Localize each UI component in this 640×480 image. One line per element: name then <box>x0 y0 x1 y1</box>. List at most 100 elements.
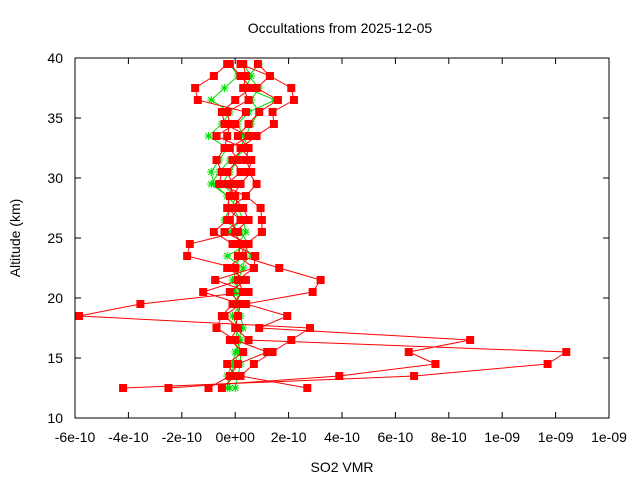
data-point-square <box>209 72 218 80</box>
data-point-square <box>244 132 253 140</box>
data-point-square <box>183 252 192 260</box>
data-point-square <box>268 348 277 356</box>
data-point-star <box>239 324 248 332</box>
data-point-square <box>466 336 475 344</box>
x-tick-label: 4e-10 <box>324 429 360 445</box>
data-point-square <box>215 180 224 188</box>
data-point-square <box>223 168 232 176</box>
data-point-star <box>207 180 216 188</box>
data-point-star <box>228 312 237 320</box>
data-point-square <box>220 228 229 236</box>
data-point-star <box>225 228 234 236</box>
data-point-square <box>244 288 253 296</box>
data-point-square <box>335 372 344 380</box>
data-point-square <box>239 204 248 212</box>
data-point-square <box>256 204 265 212</box>
data-point-square <box>257 216 266 224</box>
data-point-square <box>252 132 261 140</box>
data-point-square <box>193 96 202 104</box>
data-point-square <box>239 84 248 92</box>
data-point-square <box>404 348 413 356</box>
x-tick-label: 6e-10 <box>377 429 413 445</box>
data-point-square <box>236 144 245 152</box>
data-point-square <box>249 264 258 272</box>
data-point-square <box>231 336 240 344</box>
data-point-square <box>75 312 84 320</box>
data-point-star <box>241 228 250 236</box>
data-point-square <box>212 132 221 140</box>
data-point-square <box>220 144 229 152</box>
data-point-square <box>225 60 234 68</box>
data-point-square <box>212 324 221 332</box>
plot-border <box>74 57 610 419</box>
data-point-square <box>223 216 232 224</box>
data-point-square <box>225 144 234 152</box>
x-tick-label: 1e-09 <box>591 429 627 445</box>
data-point-square <box>220 312 229 320</box>
data-point-star <box>228 360 237 368</box>
data-point-square <box>223 360 232 368</box>
data-point-square <box>236 300 245 308</box>
data-point-square <box>275 264 284 272</box>
data-point-square <box>136 300 145 308</box>
data-point-square <box>303 384 312 392</box>
data-point-square <box>289 96 298 104</box>
data-point-square <box>252 180 261 188</box>
data-point-square <box>255 324 264 332</box>
data-point-square <box>212 156 221 164</box>
data-point-square <box>562 348 571 356</box>
data-point-square <box>233 324 242 332</box>
data-point-square <box>253 60 262 68</box>
data-point-star <box>239 132 248 140</box>
series-line <box>208 63 279 389</box>
data-point-square <box>225 336 234 344</box>
data-point-square <box>211 276 220 284</box>
data-point-square <box>236 372 245 380</box>
data-point-square <box>244 120 253 128</box>
data-point-square <box>225 288 234 296</box>
data-point-square <box>233 312 242 320</box>
series-3 <box>119 60 571 392</box>
data-point-square <box>236 240 245 248</box>
data-point-square <box>316 276 325 284</box>
y-tick-label: 30 <box>47 170 63 186</box>
data-point-square <box>241 276 250 284</box>
y-tick-label: 40 <box>47 50 63 66</box>
data-point-square <box>239 252 248 260</box>
series-line <box>168 63 471 389</box>
data-point-square <box>185 240 194 248</box>
data-point-square <box>247 156 256 164</box>
series-line <box>210 63 277 389</box>
data-point-square <box>228 300 237 308</box>
chart-title: Occultations from 2025-12-05 <box>248 20 433 36</box>
data-point-square <box>231 96 240 104</box>
data-point-star <box>225 384 234 392</box>
data-point-star <box>207 168 216 176</box>
data-point-square <box>228 180 237 188</box>
data-point-square <box>228 156 237 164</box>
series-5 <box>75 60 314 392</box>
data-point-square <box>236 216 245 224</box>
data-point-square <box>239 288 248 296</box>
data-point-square <box>268 108 277 116</box>
data-point-square <box>255 108 264 116</box>
data-point-square <box>244 240 253 248</box>
series-layer <box>75 60 571 392</box>
series-7 <box>217 60 256 392</box>
data-point-square <box>236 168 245 176</box>
data-point-square <box>225 372 234 380</box>
y-tick-label: 35 <box>47 110 63 126</box>
data-point-square <box>223 264 232 272</box>
data-point-square <box>410 372 419 380</box>
data-point-square <box>223 204 232 212</box>
x-tick-label: 2e-10 <box>271 429 307 445</box>
series-line <box>78 63 312 389</box>
data-point-square <box>241 300 250 308</box>
data-point-square <box>265 72 274 80</box>
y-tick-label: 10 <box>47 410 63 426</box>
data-point-square <box>223 180 232 188</box>
data-point-square <box>236 180 245 188</box>
y-tick-label: 15 <box>47 350 63 366</box>
data-point-square <box>233 132 242 140</box>
axes-layer: -6e-10 -4e-10 -2e-10 0e+00 2e-10 4e-10 6e-10 8e… <box>47 50 627 445</box>
